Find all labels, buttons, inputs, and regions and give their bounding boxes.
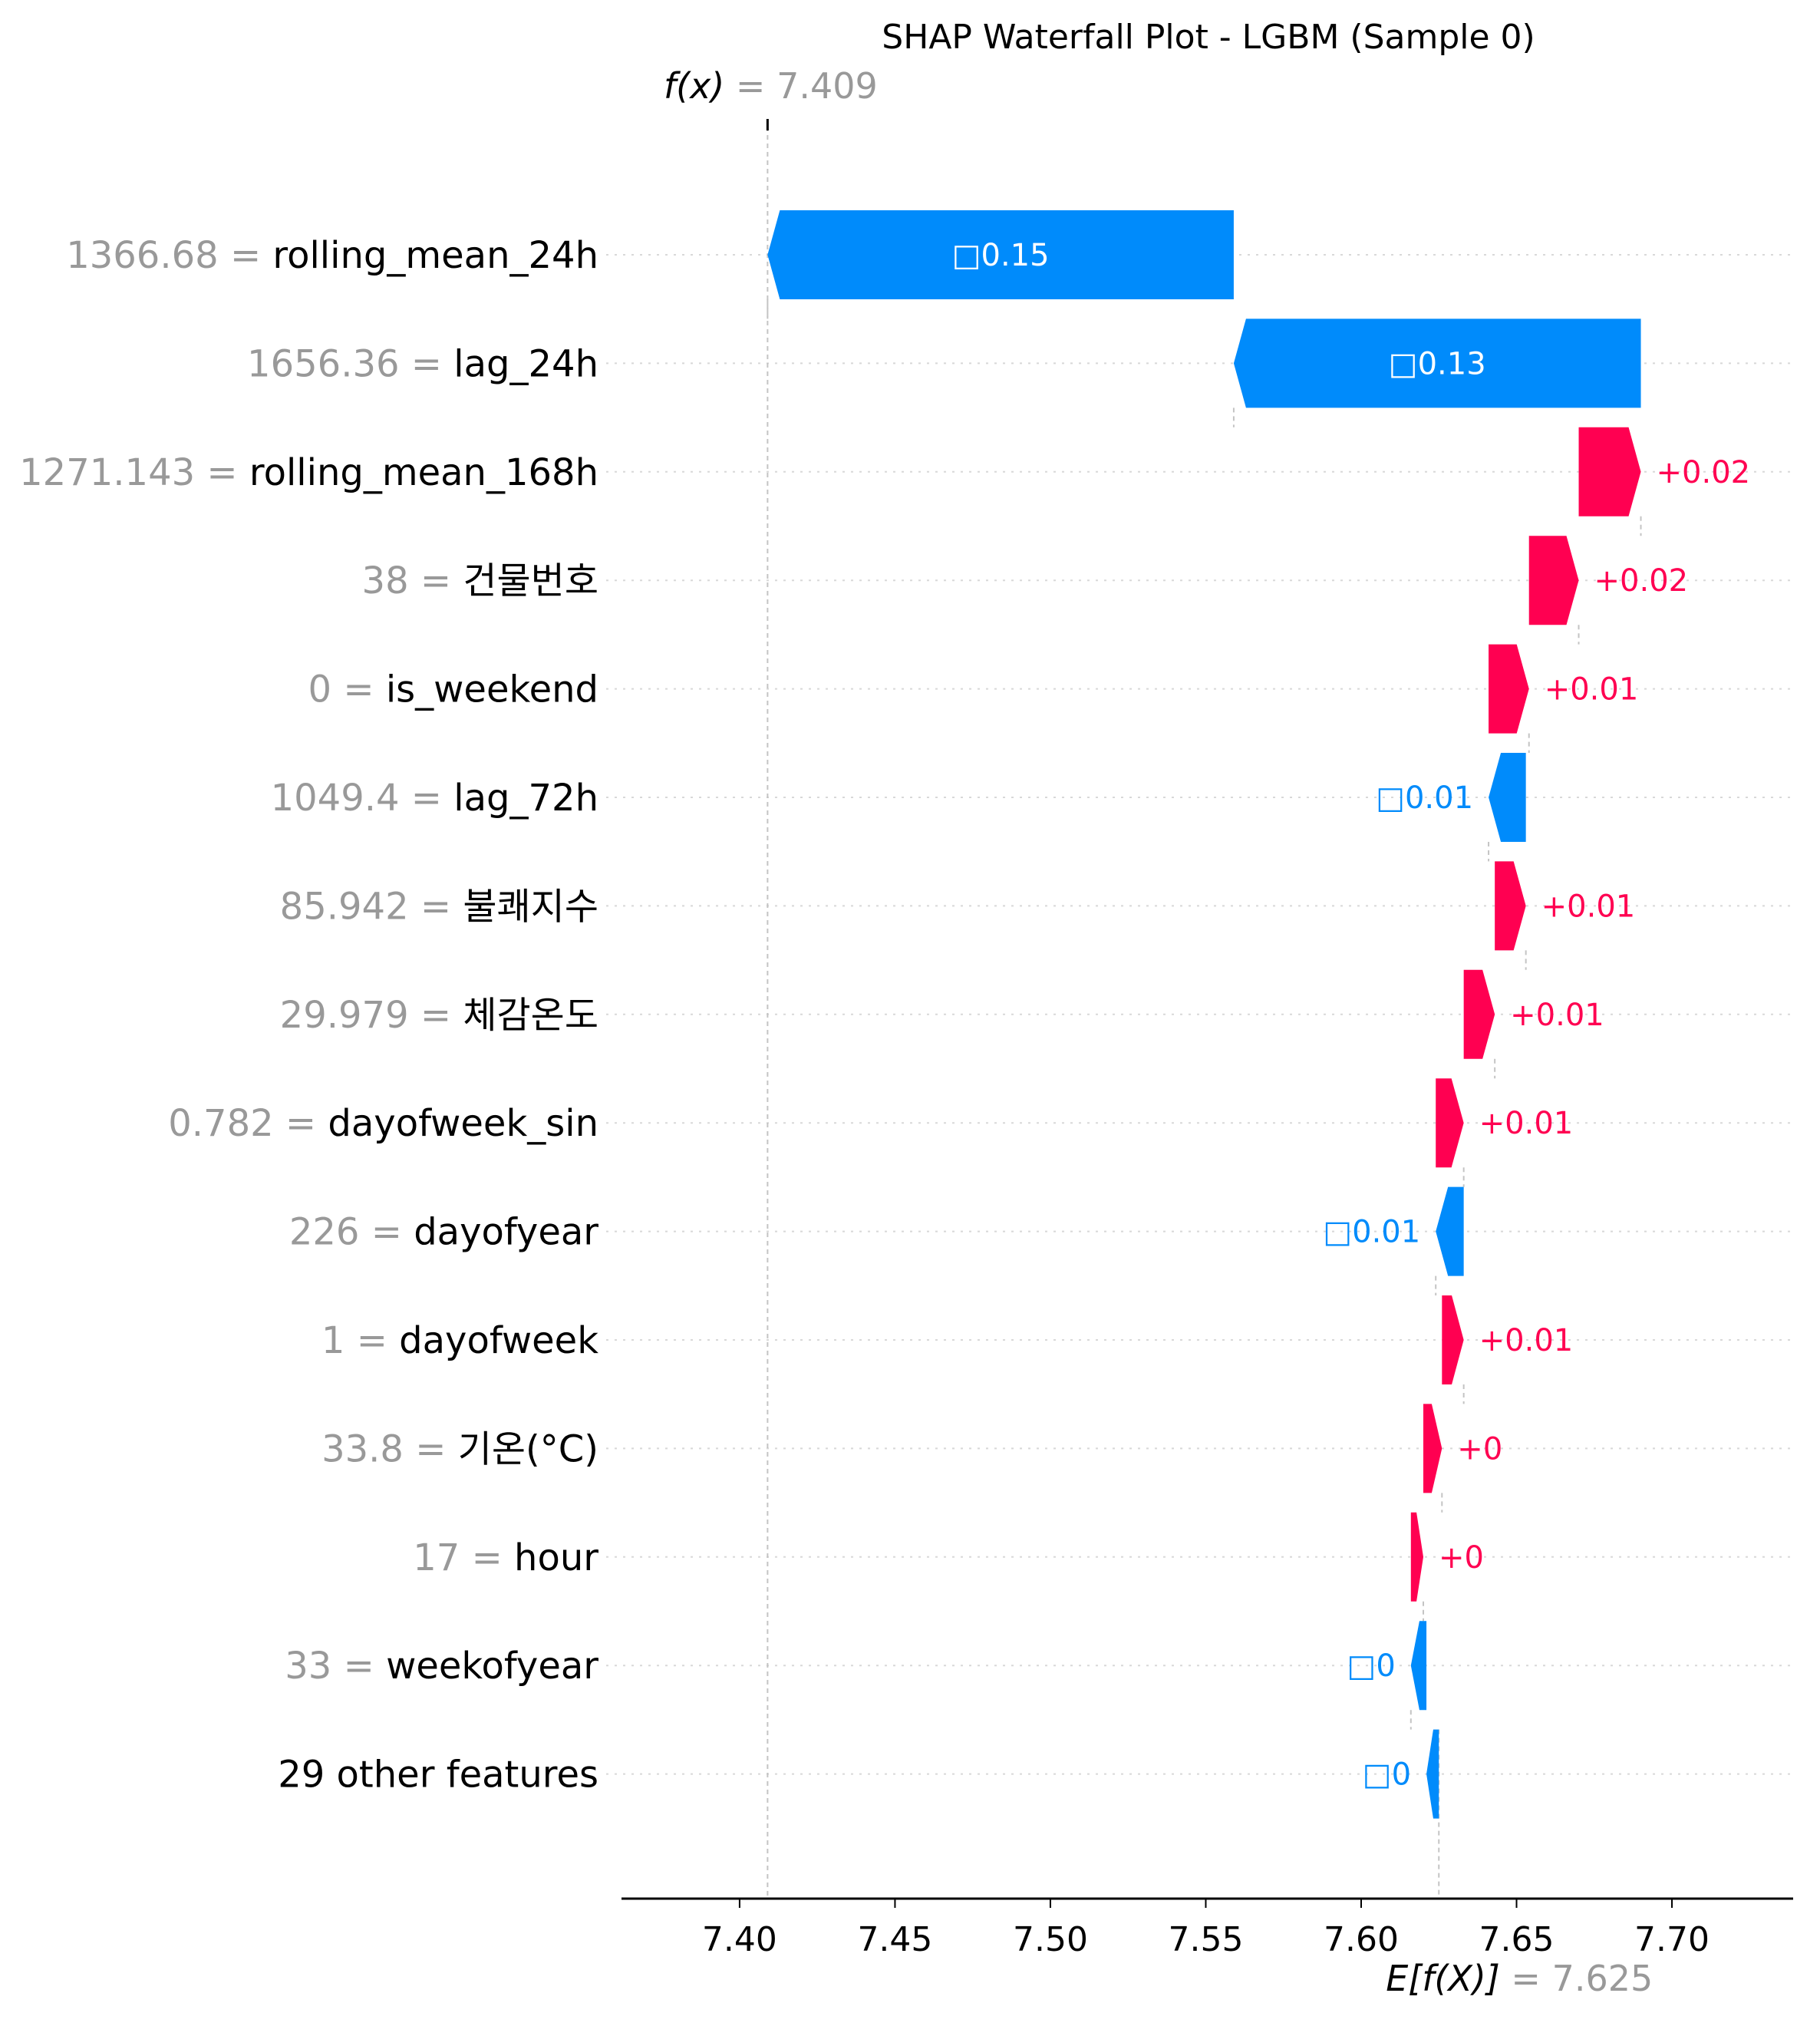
feature-label: 1049.4 = lag_72h bbox=[271, 777, 598, 820]
feature-label: 1656.36 = lag_24h bbox=[247, 342, 598, 385]
bar-value-label: +0.02 bbox=[1657, 455, 1751, 490]
feature-label: 0 = is_weekend bbox=[308, 668, 598, 711]
bar-value-label: □0 bbox=[1363, 1757, 1411, 1793]
bar-value-label: □0 bbox=[1347, 1648, 1396, 1684]
waterfall-bar bbox=[1410, 1621, 1427, 1711]
feature-label: 29.979 = 체감온도 bbox=[280, 994, 598, 1037]
feature-label: 1366.68 = rolling_mean_24h bbox=[66, 234, 598, 277]
bar-value-label: +0.01 bbox=[1479, 1323, 1574, 1358]
x-tick-label: 7.70 bbox=[1634, 1920, 1710, 1959]
bar-value-label: □0.15 bbox=[952, 238, 1050, 273]
waterfall-bar bbox=[1463, 969, 1495, 1059]
bar-value-label: +0 bbox=[1457, 1431, 1502, 1467]
x-tick-label: 7.45 bbox=[857, 1920, 932, 1959]
chart-title: SHAP Waterfall Plot - LGBM (Sample 0) bbox=[882, 18, 1535, 57]
x-tick-label: 7.60 bbox=[1324, 1920, 1399, 1959]
fx-annotation: f(x) = 7.409 bbox=[664, 65, 878, 130]
efx-label: E[f(X)] = 7.625 bbox=[1386, 1958, 1653, 1999]
feature-label: 0.782 = dayofweek_sin bbox=[168, 1102, 598, 1145]
x-tick-label: 7.65 bbox=[1479, 1920, 1555, 1959]
fx-label: f(x) = 7.409 bbox=[664, 65, 878, 107]
bar-value-label: +0.01 bbox=[1510, 998, 1604, 1033]
waterfall-bar bbox=[1489, 644, 1529, 734]
x-tick-label: 7.55 bbox=[1168, 1920, 1243, 1959]
waterfall-bar bbox=[1578, 427, 1641, 516]
feature-label: 1 = dayofweek bbox=[321, 1319, 598, 1362]
x-axis: 7.40 7.45 7.50 7.55 7.60 7.65 7.70 bbox=[622, 1897, 1793, 1959]
feature-labels: 1366.68 = rolling_mean_24h 1656.36 = lag_… bbox=[19, 234, 598, 1797]
waterfall-bar bbox=[1436, 1186, 1464, 1276]
bar-labels: □0.15 □0.13 +0.02 +0.02 +0.01 □0.01 +0.01 +0.01… bbox=[952, 238, 1750, 1793]
waterfall-bar bbox=[1495, 861, 1526, 951]
bar-value-label: □0.01 bbox=[1376, 780, 1473, 816]
efx-annotation: E[f(X)] = 7.625 bbox=[1386, 1958, 1653, 1999]
x-tick-label: 7.50 bbox=[1013, 1920, 1088, 1959]
feature-label: 29 other features bbox=[278, 1754, 598, 1797]
bar-value-label: +0.01 bbox=[1541, 889, 1636, 924]
waterfall-bar bbox=[1528, 536, 1579, 625]
waterfall-bar bbox=[1442, 1295, 1464, 1384]
x-tick-label: 7.40 bbox=[702, 1920, 777, 1959]
bars bbox=[767, 210, 1641, 1819]
bar-value-label: +0 bbox=[1439, 1540, 1484, 1576]
bar-value-label: +0.02 bbox=[1594, 563, 1689, 599]
feature-label: 85.942 = 불쾌지수 bbox=[280, 885, 598, 928]
waterfall-bar bbox=[1489, 753, 1526, 842]
waterfall-bar bbox=[1436, 1078, 1464, 1168]
waterfall-bar bbox=[1233, 318, 1641, 408]
bar-value-label: +0.01 bbox=[1479, 1106, 1574, 1141]
bar-value-label: □0.13 bbox=[1389, 346, 1486, 381]
waterfall-bar bbox=[767, 210, 1234, 299]
feature-label: 38 = 건물번호 bbox=[362, 559, 598, 602]
bar-value-label: +0.01 bbox=[1545, 672, 1639, 708]
feature-label: 33.8 = 기온(°C) bbox=[321, 1427, 598, 1470]
waterfall-bar bbox=[1426, 1729, 1439, 1819]
waterfall-bar bbox=[1410, 1512, 1424, 1602]
waterfall-bar bbox=[1423, 1404, 1442, 1493]
bar-value-label: □0.01 bbox=[1323, 1215, 1420, 1250]
feature-label: 1271.143 = rolling_mean_168h bbox=[19, 451, 598, 494]
feature-label: 33 = weekofyear bbox=[285, 1645, 598, 1688]
feature-label: 17 = hour bbox=[413, 1536, 598, 1579]
feature-label: 226 = dayofyear bbox=[289, 1211, 598, 1254]
